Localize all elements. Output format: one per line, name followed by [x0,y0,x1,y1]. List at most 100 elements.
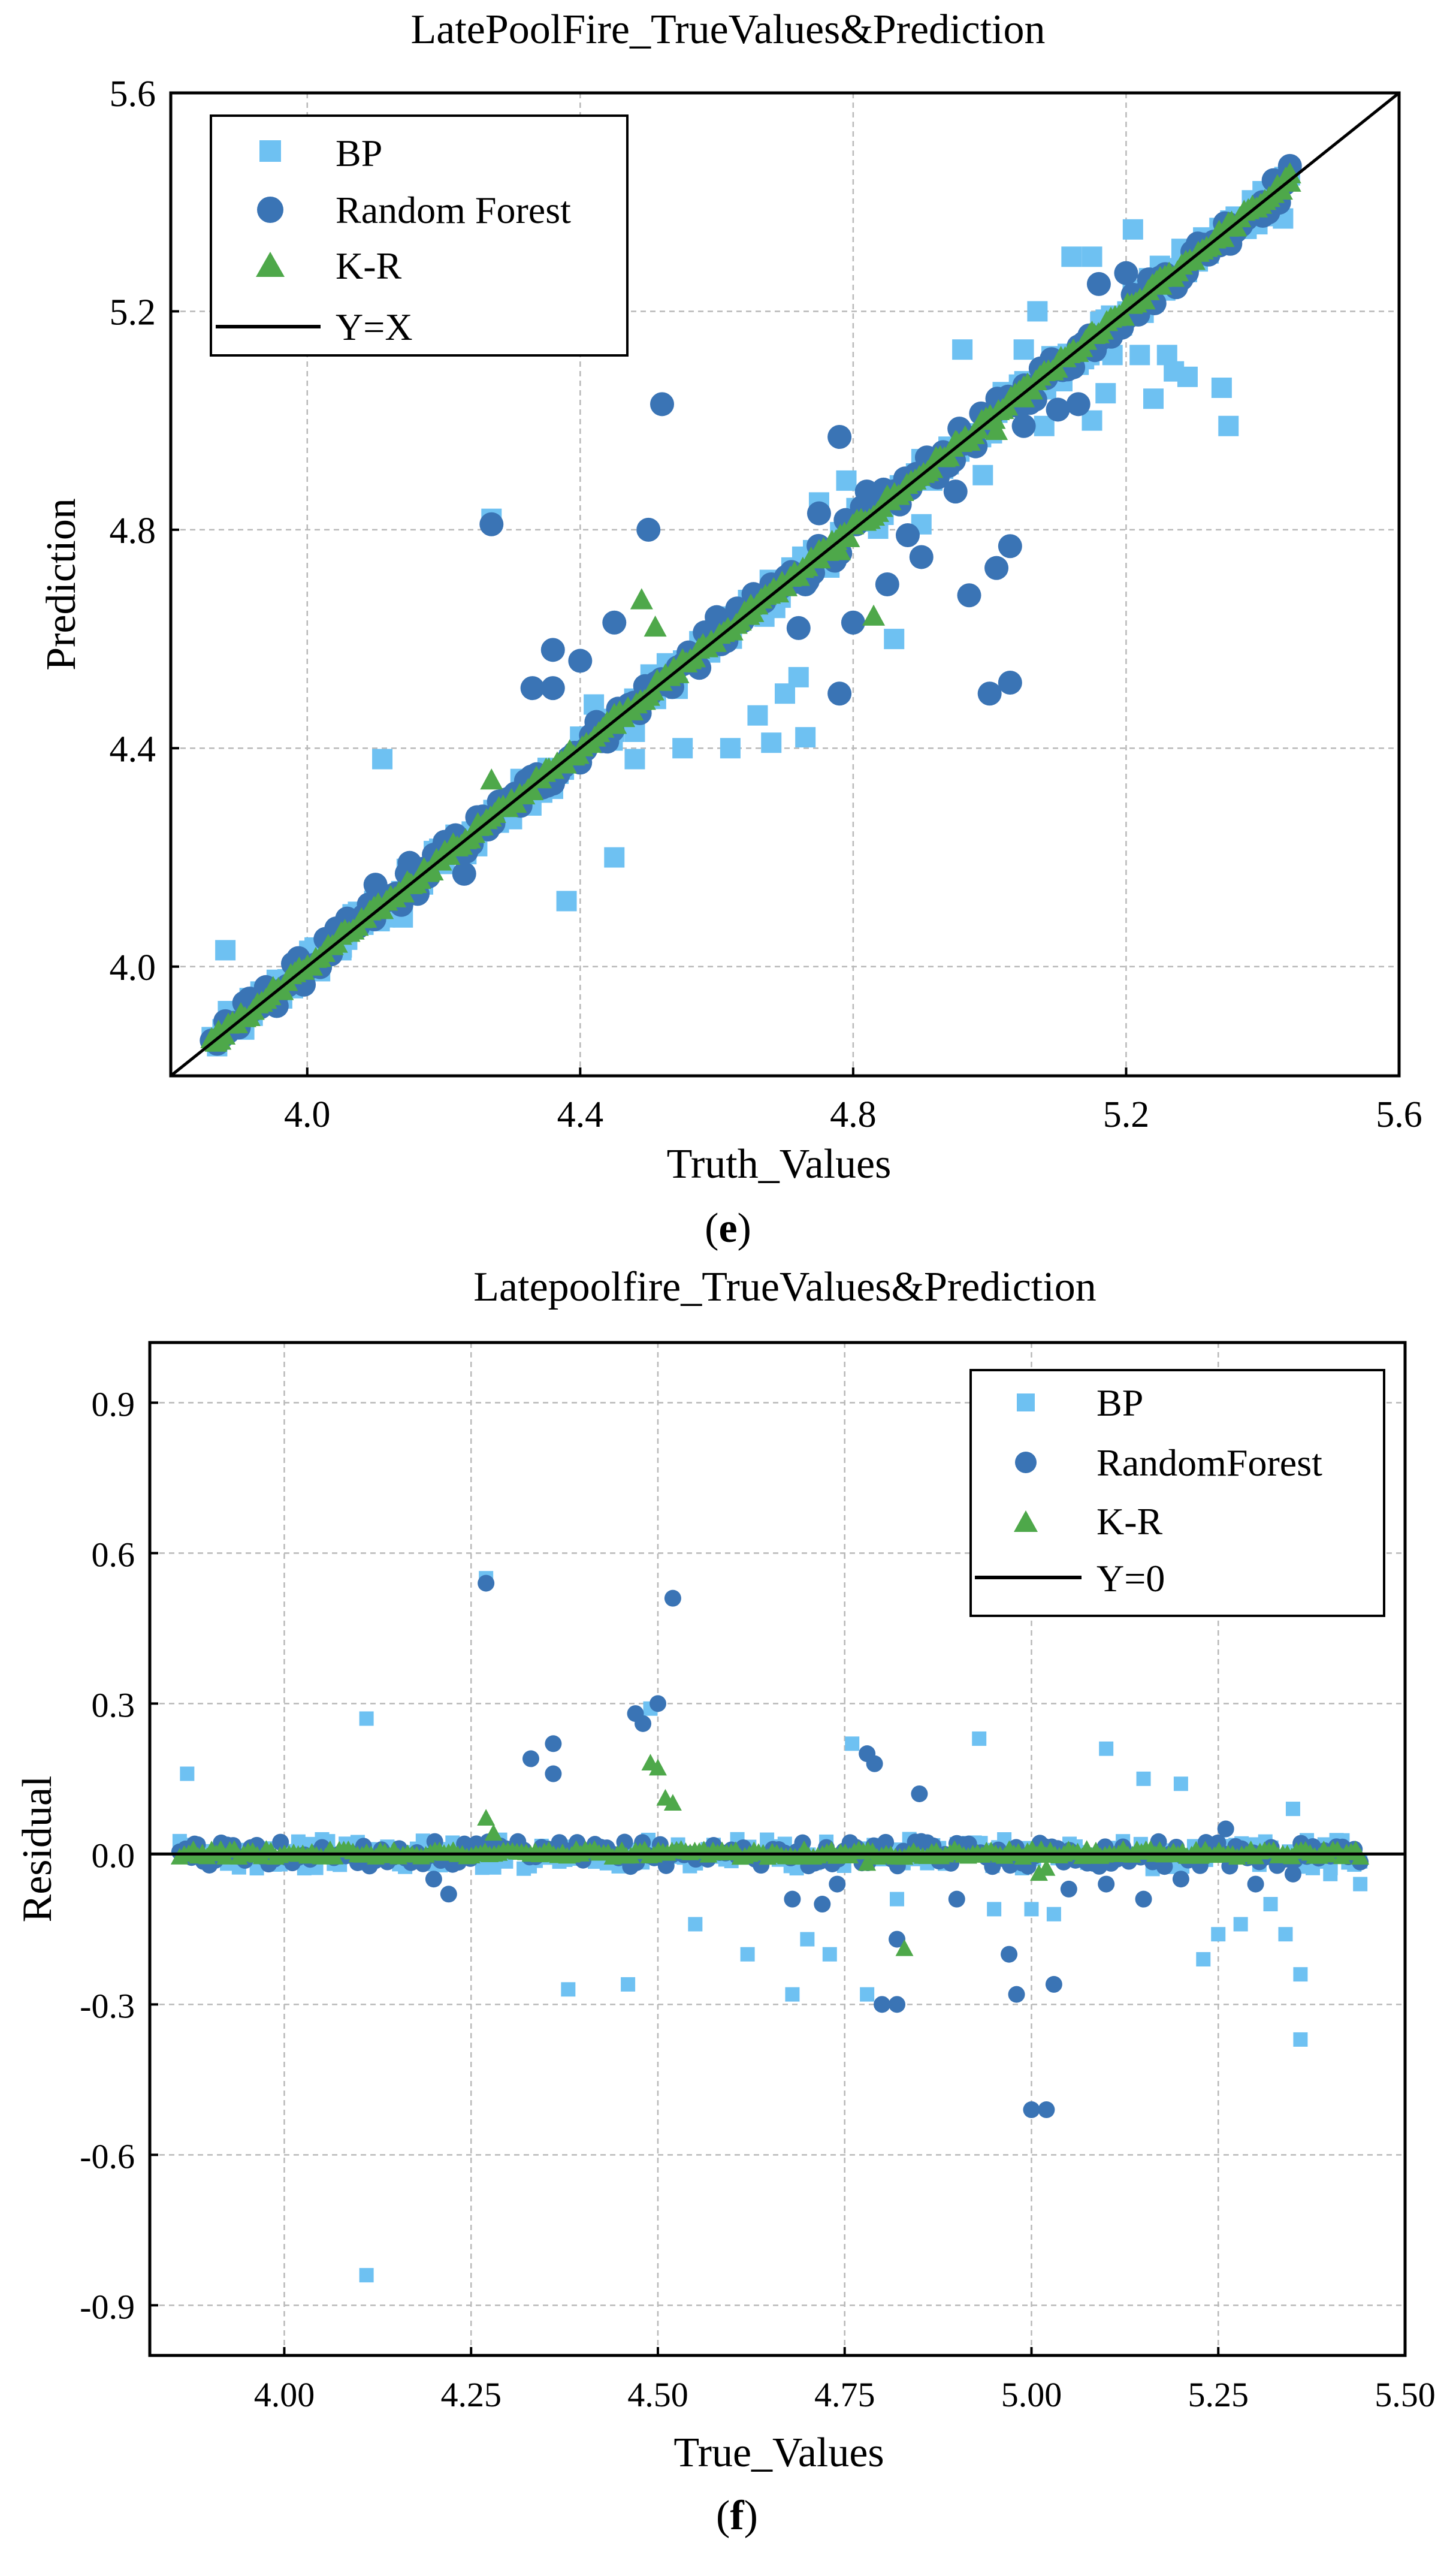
plot-marks [150,1571,1405,2283]
point-randomforest [1135,1890,1152,1908]
point-bp [1082,246,1102,267]
chart-f-grid [150,1343,1405,2355]
y-tick-label: 0.6 [92,1535,135,1574]
point-bp [556,891,577,912]
point-randomforest [1150,1833,1167,1850]
chart-f-x-ticks: 4.00 4.25 4.50 4.75 5.00 5.25 5.50 [254,2347,1436,2414]
point-random-forest [896,523,920,547]
point-bp [720,738,741,759]
chart-e-legend-rf-label: Random Forest [336,189,571,231]
chart-e-y-ticks: 4.0 4.4 4.8 5.2 5.6 [110,74,179,988]
chart-f-legend-kr-label: K-R [1096,1500,1163,1543]
point-random-forest [363,873,388,897]
point-random-forest [909,545,934,569]
point-randomforest [877,1833,895,1851]
point-bp [1285,1802,1300,1817]
point-k-r [739,593,763,615]
point-bp [761,732,782,753]
point-bp [987,1902,1002,1917]
reference-line [171,93,1399,1076]
chart-f-legend-rf-marker [1015,1452,1037,1473]
point-bp [1233,1917,1248,1932]
point-random-forest [636,517,661,542]
point-bp [1293,1967,1308,1982]
point-bp [1211,1927,1226,1942]
point-bp [1263,1897,1278,1912]
point-bp [672,738,693,759]
x-tick-label: 4.4 [557,1094,604,1135]
point-randomforest [425,1871,442,1888]
chart-f-legend-bp-label: BP [1096,1381,1143,1424]
point-randomforest [478,1574,495,1592]
y-tick-label: -0.3 [80,1986,135,2025]
point-bp [1211,378,1232,398]
point-random-forest [650,392,674,417]
point-random-forest [540,638,565,662]
point-bp [1143,388,1164,409]
point-random-forest [1114,261,1138,285]
point-randomforest [1217,1820,1234,1838]
point-k-r [644,615,667,637]
point-bp [860,1987,875,2002]
point-k-r [807,539,830,560]
x-tick-label: 4.00 [254,2375,315,2414]
chart-e-legend: BP Random Forest K-R Y=X [210,114,629,357]
panel-f: Latepoolfire_TrueValues&Prediction 4.00 4… [14,1264,1436,2539]
point-randomforest [440,1886,457,1903]
chart-e-title: LatePoolFire_TrueValues&Prediction [411,7,1046,53]
point-k-r [862,604,886,626]
point-random-forest [602,610,627,635]
point-k-r [477,1809,496,1826]
point-bp [822,1947,837,1962]
point-k-r [875,484,899,506]
point-bp [1278,1927,1293,1942]
chart-f-frame [148,1341,1407,2357]
chart-f-y-ticks: 0.9 0.6 0.3 0.0 -0.3 -0.6 -0.9 [80,1384,158,2326]
point-randomforest [784,1890,801,1908]
point-random-forest [854,479,879,504]
point-k-r [480,768,503,790]
point-k-r [630,588,653,610]
panel-e: LatePoolFire_TrueValues&Prediction 4.0 4.… [38,7,1422,1251]
chart-f-legend: BP RandomForest K-R Y=0 [969,1369,1385,1617]
point-random-forest [540,676,565,701]
point-k-r [207,1019,230,1041]
point-k-r [1278,162,1301,183]
chart-e-legend-kr-label: K-R [336,245,402,287]
y-tick-label: -0.6 [80,2137,135,2176]
y-tick-label: 0.3 [92,1685,135,1724]
chart-e-legend-kr-marker [256,252,285,277]
point-bp [624,749,645,770]
chart-e-legend-bp-marker [259,140,281,162]
chart-e-x-axis-label: Truth_Values [667,1141,892,1187]
point-random-forest [957,583,981,608]
point-k-r [663,1794,682,1811]
point-bp [845,1736,860,1751]
point-bp [1196,1952,1211,1967]
point-bp [604,847,625,868]
point-k-r [534,757,558,779]
point-randomforest [456,1835,473,1853]
chart-e-frame [169,91,1401,1078]
point-bp [1027,301,1048,322]
point-k-r [521,779,544,801]
chart-f-legend-rf-label: RandomForest [1096,1441,1322,1484]
point-k-r [1037,1859,1056,1876]
point-k-r [1217,211,1240,233]
point-bp [747,705,768,726]
point-randomforest [545,1735,562,1752]
point-randomforest [814,1896,831,1913]
point-bp [788,666,809,687]
point-k-r [944,430,967,451]
point-bp [972,464,993,485]
point-randomforest [1098,1875,1115,1893]
chart-f-title: Latepoolfire_TrueValues&Prediction [473,1264,1096,1310]
point-bp [561,1982,576,1997]
point-bp [1095,383,1116,404]
point-bp [1173,1776,1188,1791]
point-bp [1046,1907,1061,1921]
x-tick-label: 5.00 [1001,2375,1062,2414]
point-bp [1013,339,1034,360]
point-bp [215,940,236,961]
point-bp [1353,1877,1368,1892]
